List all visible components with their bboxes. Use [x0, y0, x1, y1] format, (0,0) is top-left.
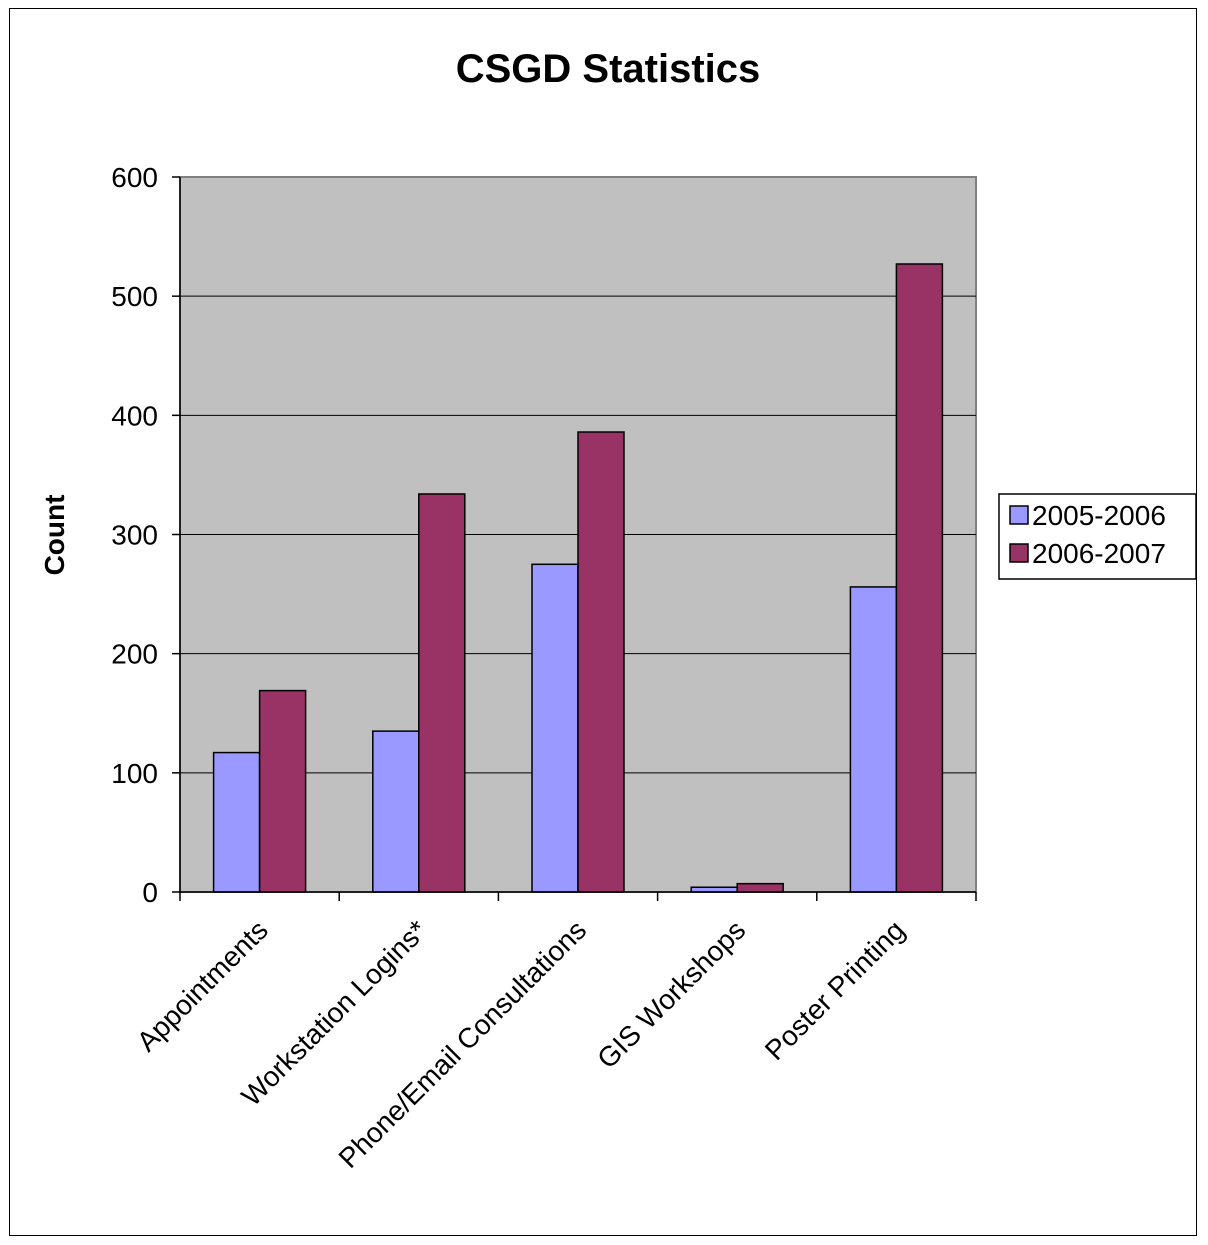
- legend: 2005-2006 2006-2007: [998, 493, 1197, 580]
- legend-label: 2005-2006: [1032, 500, 1166, 531]
- plot-area: 0100200300400500600AppointmentsWorkstati…: [111, 162, 977, 1174]
- legend-swatch: [1009, 505, 1029, 525]
- legend-box: [998, 493, 1197, 580]
- chart-title: CSGD Statistics: [456, 47, 761, 91]
- legend-label: 2006-2007: [1032, 538, 1166, 569]
- bar-series-1: [372, 730, 420, 893]
- bar-series-2: [895, 263, 944, 893]
- bar-series-2: [577, 431, 625, 893]
- y-tick-label: 0: [142, 877, 158, 908]
- bar-series-1: [849, 586, 898, 893]
- bar-series-1: [531, 563, 579, 893]
- bar-series-2: [736, 882, 784, 893]
- legend-swatch: [1009, 543, 1029, 563]
- y-axis-label: Count: [39, 495, 70, 576]
- y-tick-label: 400: [111, 400, 158, 431]
- y-tick-label: 200: [111, 639, 158, 670]
- bar-series-2: [258, 689, 307, 893]
- y-tick-label: 600: [111, 162, 158, 193]
- x-category-label: Appointments: [131, 914, 274, 1057]
- y-tick-label: 300: [111, 520, 158, 551]
- y-tick-label: 100: [111, 758, 158, 789]
- x-category-label: Poster Printing: [759, 914, 911, 1066]
- bar-series-1: [212, 751, 261, 893]
- bar-series-2: [418, 493, 466, 893]
- y-tick-label: 500: [111, 281, 158, 312]
- x-category-label: GIS Workshops: [591, 914, 751, 1074]
